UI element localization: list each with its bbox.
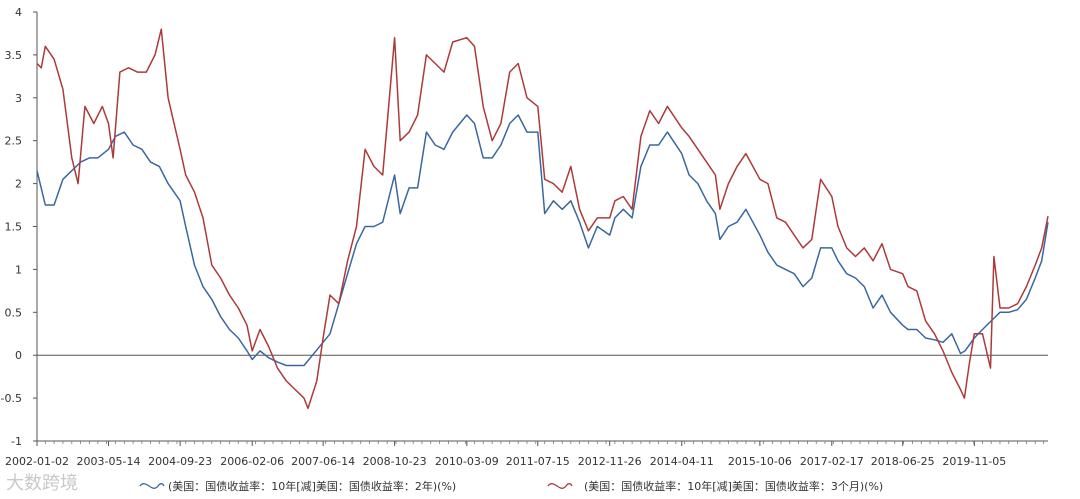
- y-tick-label: 1: [15, 263, 22, 276]
- x-tick-label: 2010-03-09: [435, 455, 499, 468]
- x-tick-label: 2015-10-06: [728, 455, 792, 468]
- series-layer: [36, 28, 1049, 410]
- y-tick-label: -0.5: [1, 392, 22, 405]
- legend-label-series-2: (美国：国债收益率：10年[减]美国：国债收益率：3个月)(%): [584, 479, 883, 493]
- watermark-logo: 大数跨境: [6, 473, 78, 494]
- x-tick-label: 2012-11-26: [578, 455, 642, 468]
- legend-label-series-1: (美国：国债收益率：10年[减]美国：国债收益率：2年)(%): [168, 479, 456, 493]
- y-tick-label: 0.5: [5, 306, 23, 319]
- x-tick-label: 2003-05-14: [77, 455, 141, 468]
- y-tick-label: 3.5: [5, 49, 23, 62]
- series-line-2: [36, 28, 1049, 410]
- y-tick-label: 1.5: [5, 221, 23, 234]
- x-tick-label: 2006-02-06: [220, 455, 284, 468]
- watermark-text: 大数跨境: [6, 473, 78, 494]
- x-tick-label: 2002-01-02: [5, 455, 69, 468]
- y-tick-label: -1: [11, 435, 22, 448]
- legend-swatch-series-2: [547, 483, 573, 489]
- x-tick-label: 2017-02-17: [800, 455, 864, 468]
- x-tick-label: 2018-06-25: [871, 455, 935, 468]
- y-axis: -1 -0.5 0 0.5 1 1.5 2 2.5 3 3.5 4: [1, 6, 38, 448]
- legend: 大数跨境 (美国：国债收益率：10年[减]美国：国债收益率：2年)(%) (美国…: [6, 473, 883, 494]
- y-tick-label: 0: [15, 349, 22, 362]
- x-axis: 2002-01-02 2003-05-14 2004-09-23 2006-02-06…: [5, 440, 1048, 468]
- x-tick-label: 2008-10-23: [363, 455, 427, 468]
- x-tick-label: 2007-06-14: [291, 455, 355, 468]
- legend-swatch-series-1: [139, 483, 165, 489]
- y-tick-label: 4: [15, 6, 22, 19]
- series-line-1: [36, 114, 1049, 367]
- x-tick-label: 2011-07-15: [506, 455, 570, 468]
- x-tick-label: 2014-04-11: [650, 455, 714, 468]
- x-tick-label: 2004-09-23: [148, 455, 212, 468]
- x-tick-label: 2019-11-05: [942, 455, 1006, 468]
- y-tick-label: 2.5: [5, 135, 23, 148]
- y-tick-label: 3: [15, 92, 22, 105]
- y-tick-label: 2: [15, 178, 22, 191]
